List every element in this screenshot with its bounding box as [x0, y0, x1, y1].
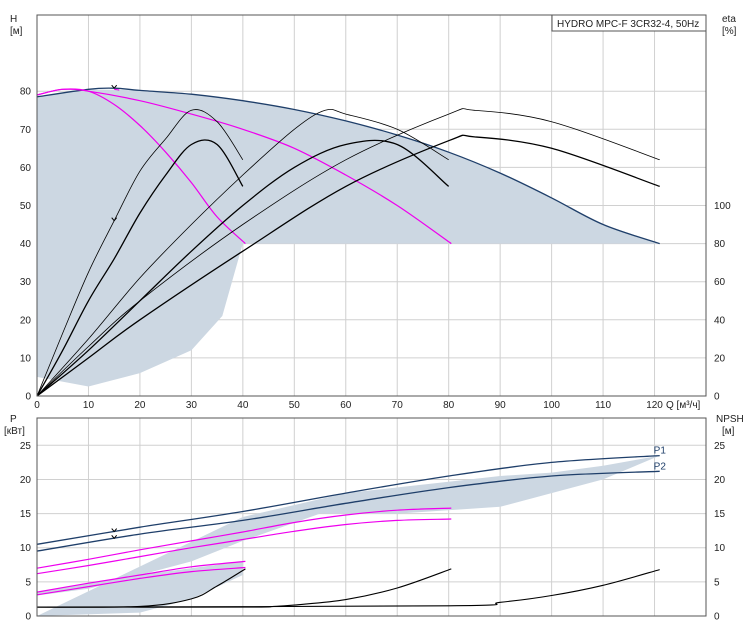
- x-tick-label: 60: [340, 400, 352, 411]
- x-tick-label: 40: [237, 400, 249, 411]
- bottom-series-envelope-0: [36, 454, 660, 545]
- top-y-right-tick-label: 60: [714, 277, 726, 288]
- bottom-y-right-tick-label: 10: [714, 543, 726, 554]
- bottom-series-label: P1: [654, 446, 667, 457]
- top-y-left-tick-label: 0: [25, 392, 31, 403]
- x-tick-label: 10: [83, 400, 95, 411]
- top-y-right-tick-label: 0: [714, 392, 720, 403]
- chart-title: HYDRO MPC-F 3CR32-4, 50Hz: [557, 19, 699, 30]
- x-axis-label: Q [м³/ч]: [666, 400, 701, 411]
- top-chart-ticks: 0 10 20 30 40 50 60 70 80 90 100 110 120 0 10 20 30 40 50 6…: [20, 87, 731, 411]
- bottom-chart-ticks: 0 5 10 15 20 25 0 5 10 15 20 25: [20, 441, 726, 623]
- bottom-y-right-tick-label: 0: [714, 612, 720, 623]
- bottom-y-right-tick-label: 25: [714, 441, 726, 452]
- top-series-efficiency-5: [36, 139, 244, 397]
- x-tick-label: 110: [595, 400, 611, 411]
- x-tick-label: 30: [186, 400, 198, 411]
- title-box: [551, 14, 707, 32]
- x-tick-label: 0: [34, 400, 40, 411]
- bottom-series-npsh-8: [36, 569, 660, 608]
- x-tick-label: 100: [543, 400, 560, 411]
- top-duty-point-marker: [111, 217, 118, 222]
- x-tick-label: 50: [289, 400, 301, 411]
- bottom-duty-point-marker: [111, 535, 118, 540]
- bottom-y-left-tick-label: 0: [25, 612, 31, 623]
- top-chart-series: [36, 87, 660, 397]
- bottom-y-left-tick-label: 20: [20, 475, 32, 486]
- x-tick-label: 20: [134, 400, 146, 411]
- bottom-series-reduced-speed-2: [36, 507, 452, 569]
- top-chart-frame: [36, 14, 707, 397]
- x-tick-label: 70: [392, 400, 404, 411]
- top-y-left-tick-label: 80: [20, 87, 32, 98]
- top-series-envelope-0: [36, 87, 660, 245]
- x-tick-label: 120: [646, 400, 663, 411]
- bottom-chart-markers: [111, 528, 118, 540]
- bottom-y-left-tick-label: 10: [20, 543, 32, 554]
- bottom-y-right-label-unit: [м]: [722, 426, 735, 437]
- bottom-y-left-tick-label: 25: [20, 441, 32, 452]
- top-y-left-tick-label: 10: [20, 353, 32, 364]
- top-y-left-tick-label: 50: [20, 201, 32, 212]
- bottom-y-left-label-name: P: [10, 414, 17, 425]
- top-y-right-tick-label: 100: [714, 201, 731, 212]
- bottom-y-left-tick-label: 15: [20, 509, 32, 520]
- top-operating-region: [37, 89, 660, 387]
- top-series-efficiency-8: [36, 108, 660, 397]
- top-series-reduced-speed-2: [36, 88, 452, 245]
- top-chart-markers: [111, 84, 118, 222]
- bottom-y-left-label-unit: [кВт]: [4, 426, 25, 437]
- bottom-series-reduced-speed-5: [36, 566, 246, 596]
- top-y-left-tick-label: 40: [20, 239, 32, 250]
- bottom-y-left-tick-label: 5: [25, 577, 31, 588]
- top-y-left-tick-label: 30: [20, 277, 32, 288]
- bottom-y-right-tick-label: 5: [714, 577, 720, 588]
- top-y-right-tick-label: 40: [714, 315, 726, 326]
- bottom-series-reduced-speed-4: [36, 560, 246, 593]
- top-y-left-label-unit: [м]: [10, 26, 23, 37]
- top-y-right-label-name: eta: [722, 14, 736, 25]
- top-series-reduced-speed-3: [114, 88, 120, 91]
- top-series-efficiency-4: [36, 109, 244, 397]
- bottom-chart-frame: [36, 417, 707, 617]
- top-series-efficiency-9: [36, 134, 660, 397]
- bottom-series-reduced-speed-3: [36, 518, 452, 575]
- x-tick-label: 80: [443, 400, 455, 411]
- top-series-efficiency-7: [36, 139, 450, 397]
- top-y-left-tick-label: 60: [20, 163, 32, 174]
- top-y-right-tick-label: 80: [714, 239, 726, 250]
- bottom-series-label: P2: [654, 461, 667, 472]
- top-operating-region-area: [37, 89, 660, 387]
- top-duty-point-marker: [111, 84, 118, 89]
- bottom-y-right-label-name: NPSH: [716, 414, 744, 425]
- bottom-operating-region: [37, 455, 660, 616]
- top-y-left-tick-label: 70: [20, 125, 32, 136]
- bottom-series-envelope-1: [36, 470, 660, 552]
- top-y-right-label-unit: [%]: [722, 26, 737, 37]
- top-y-left-label-name: H: [10, 14, 17, 25]
- bottom-y-right-tick-label: 20: [714, 475, 726, 486]
- bottom-y-right-tick-label: 15: [714, 509, 726, 520]
- top-chart: 0 10 20 30 40 50 60 70 80 90 100 110 120 0 10 20 30 40 50 6…: [10, 14, 737, 411]
- bottom-duty-point-marker: [111, 528, 118, 533]
- top-y-right-tick-label: 20: [714, 353, 726, 364]
- bottom-operating-region-area: [37, 455, 660, 616]
- top-series-efficiency-6: [36, 108, 449, 397]
- top-y-left-tick-label: 20: [20, 315, 32, 326]
- x-tick-label: 90: [495, 400, 507, 411]
